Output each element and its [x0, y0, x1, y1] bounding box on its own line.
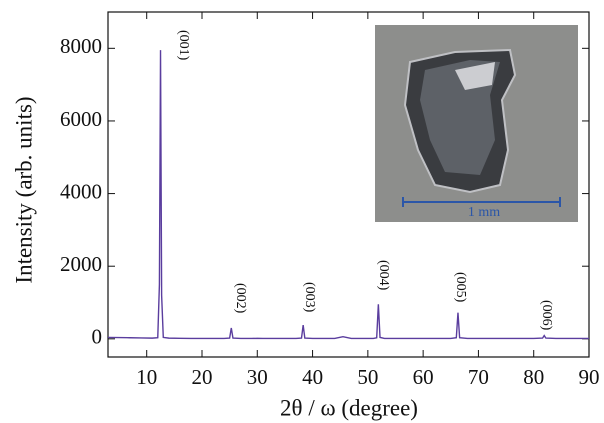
y-axis-title: Intensity (arb. units): [11, 96, 36, 283]
chart: 1 mm 2θ / ω (degree) Intensity (arb. uni…: [0, 0, 604, 423]
x-tick-label: 30: [247, 365, 268, 389]
y-tick-label: 4000: [60, 179, 102, 203]
x-tick-label: 70: [468, 365, 489, 389]
x-axis-title: 2θ / ω (degree): [280, 395, 418, 420]
y-tick-label: 0: [92, 325, 103, 349]
peak-annotation: (004): [376, 260, 391, 291]
x-tick-label: 80: [523, 365, 544, 389]
inset-photo: 1 mm: [375, 25, 578, 222]
y-tick-label: 2000: [60, 252, 102, 276]
y-tick-label: 8000: [60, 34, 102, 58]
peak-annotation: (005): [453, 272, 468, 303]
scale-label: 1 mm: [468, 205, 500, 220]
y-tick-label: 6000: [60, 107, 102, 131]
peak-annotation: (001): [176, 30, 191, 61]
peak-annotation: (002): [233, 283, 248, 314]
x-tick-label: 90: [579, 365, 600, 389]
x-tick-label: 50: [357, 365, 378, 389]
peak-annotation: (006): [539, 300, 554, 331]
x-tick-label: 20: [191, 365, 212, 389]
peak-annotation: (003): [302, 282, 317, 313]
x-tick-label: 40: [302, 365, 323, 389]
x-tick-label: 60: [413, 365, 434, 389]
x-tick-label: 10: [136, 365, 157, 389]
